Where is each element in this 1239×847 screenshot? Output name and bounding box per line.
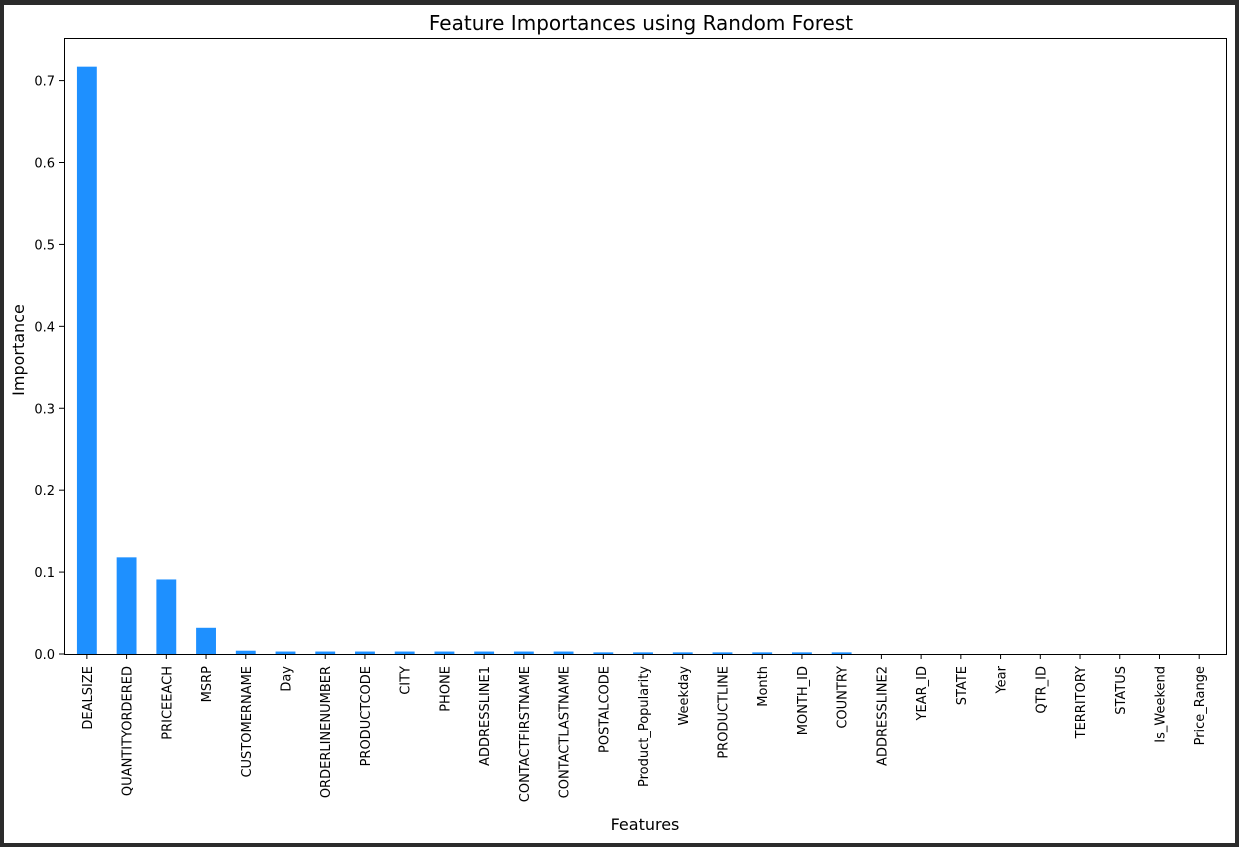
bar-day — [275, 651, 296, 654]
y-tick-label: 0.5 — [34, 238, 55, 253]
y-tick-label: 0.1 — [34, 566, 55, 581]
y-tick-label: 0.3 — [34, 402, 55, 417]
x-tick-label: PRODUCTLINE — [716, 666, 731, 759]
x-tick-label: Is_Weekend — [1153, 666, 1168, 743]
bar-phone — [434, 651, 455, 654]
bar-month_id — [792, 652, 812, 654]
bar-contactlastname — [553, 651, 574, 654]
y-tick-label: 0.0 — [34, 648, 55, 663]
x-tick-label: ORDERLINENUMBER — [319, 666, 334, 798]
y-tick-label: 0.2 — [34, 484, 55, 499]
x-tick-label: QTR_ID — [1034, 666, 1049, 714]
y-tick-label: 0.6 — [34, 157, 55, 172]
x-tick-label: STATUS — [1114, 666, 1129, 715]
x-tick-label: POSTALCODE — [597, 666, 612, 753]
x-tick-label: CONTACTLASTNAME — [558, 666, 573, 798]
bar-product_popularity — [633, 652, 653, 654]
bar-addressline1 — [474, 651, 495, 654]
x-tick-label: PRICEEACH — [160, 666, 175, 740]
x-tick-label: Month — [756, 666, 771, 707]
x-tick-label: PHONE — [438, 666, 453, 712]
chart-canvas: Feature Importances using Random Forest … — [4, 5, 1235, 843]
x-tick-label: ADDRESSLINE2 — [875, 666, 890, 766]
bar-chart: Feature Importances using Random Forest … — [9, 11, 1227, 834]
x-tick-label: STATE — [955, 666, 970, 705]
y-axis-ticks: 0.0 0.1 0.2 0.3 0.4 0.5 0.6 0.7 — [34, 75, 64, 663]
bar-productcode — [355, 651, 375, 654]
x-tick-label: MSRP — [200, 666, 215, 703]
bar-weekday — [672, 652, 693, 654]
x-tick-label: COUNTRY — [836, 666, 851, 729]
bar-priceeach — [156, 579, 177, 654]
bar-contactfirstname — [513, 651, 534, 654]
x-tick-label: QUANTITYORDERED — [121, 666, 136, 796]
x-axis-ticks: DEALSIZE QUANTITYORDERED PRICEEACH MSRP CUST… — [81, 654, 1208, 802]
bar-dealsize — [76, 66, 97, 654]
x-tick-label: Year — [995, 665, 1010, 694]
x-tick-label: Day — [279, 666, 294, 692]
bar-city — [394, 651, 415, 654]
bar-customername — [235, 650, 256, 654]
bar-postalcode — [593, 652, 614, 654]
y-axis-label: Importance — [9, 304, 28, 396]
x-tick-label: Price_Range — [1193, 666, 1208, 745]
x-axis-label: Features — [611, 815, 680, 834]
x-tick-label: ADDRESSLINE1 — [478, 666, 493, 766]
x-tick-label: Product_Popularity — [637, 666, 652, 787]
x-tick-label: YEAR_ID — [915, 666, 930, 721]
x-tick-label: Weekday — [677, 666, 692, 726]
bar-orderlinenumber — [315, 651, 336, 654]
bar-productline — [712, 652, 733, 654]
x-tick-label: CONTACTFIRSTNAME — [518, 666, 533, 802]
y-tick-label: 0.4 — [34, 320, 55, 335]
x-tick-label: DEALSIZE — [81, 666, 96, 730]
bar-month — [752, 652, 773, 654]
x-tick-label: TERRITORY — [1074, 666, 1089, 739]
bars-group — [76, 66, 852, 654]
chart-title: Feature Importances using Random Forest — [429, 11, 853, 35]
x-tick-label: CITY — [399, 666, 414, 695]
plot-frame — [64, 38, 1227, 655]
x-tick-label: PRODUCTCODE — [359, 666, 374, 766]
bar-msrp — [196, 627, 216, 654]
x-tick-label: MONTH_ID — [796, 666, 811, 735]
bar-country — [831, 652, 852, 654]
x-tick-label: CUSTOMERNAME — [240, 666, 255, 778]
y-tick-label: 0.7 — [34, 75, 55, 90]
bar-quantityordered — [116, 557, 137, 654]
